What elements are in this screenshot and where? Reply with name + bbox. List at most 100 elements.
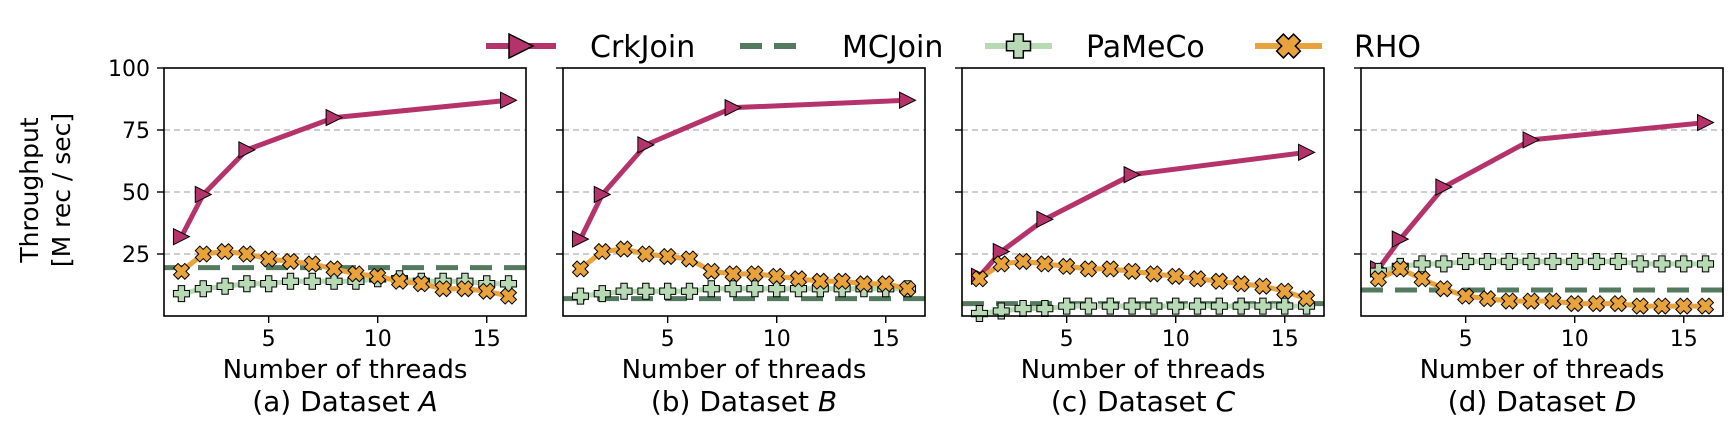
data-point-crkjoin bbox=[899, 91, 917, 110]
data-point-rho bbox=[1123, 262, 1141, 280]
data-point-pameco bbox=[1101, 297, 1119, 315]
legend-marker bbox=[1275, 33, 1302, 59]
legend-item-rho: RHO bbox=[1255, 30, 1421, 65]
data-point-crkjoin bbox=[172, 227, 191, 246]
data-point-crkjoin bbox=[500, 91, 518, 110]
x-tick-label: 5 bbox=[1060, 327, 1074, 352]
data-point-rho bbox=[746, 265, 764, 283]
data-point-pameco bbox=[1189, 297, 1207, 315]
data-point-crkjoin bbox=[1697, 113, 1715, 132]
data-point-pameco bbox=[1254, 297, 1272, 315]
subplot-caption: (b) Dataset B bbox=[651, 385, 837, 418]
data-point-rho bbox=[1675, 297, 1693, 315]
data-point-rho bbox=[680, 250, 699, 268]
data-point-pameco bbox=[1609, 252, 1627, 270]
data-point-crkjoin bbox=[1391, 230, 1410, 248]
data-point-rho bbox=[1036, 255, 1054, 273]
data-point-crkjoin bbox=[992, 242, 1011, 261]
data-point-rho bbox=[456, 280, 474, 298]
data-point-pameco bbox=[1123, 297, 1141, 315]
legend-item-crkjoin: CrkJoin bbox=[486, 30, 695, 65]
data-point-rho bbox=[1653, 297, 1671, 315]
series-line-rho bbox=[578, 246, 909, 292]
data-point-rho bbox=[1079, 260, 1098, 278]
data-point-crkjoin bbox=[238, 141, 256, 159]
series-line-pameco bbox=[180, 276, 509, 297]
data-point-rho bbox=[347, 265, 365, 283]
data-point-rho bbox=[1232, 275, 1250, 293]
x-axis-label: Number of threads bbox=[1420, 355, 1665, 385]
data-point-rho bbox=[1609, 294, 1627, 313]
data-point-pameco bbox=[593, 285, 611, 303]
caption-variable: B bbox=[818, 385, 837, 418]
data-point-crkjoin bbox=[1123, 165, 1142, 184]
data-point-rho bbox=[194, 245, 212, 263]
x-tick-label: 10 bbox=[1162, 327, 1190, 352]
data-point-rho bbox=[1210, 272, 1228, 290]
x-axis-label: Number of threads bbox=[1021, 355, 1266, 385]
legend-label: PaMeCo bbox=[1086, 30, 1205, 65]
series-line-crkjoin bbox=[1376, 120, 1706, 271]
data-point-rho bbox=[1544, 292, 1562, 310]
data-point-rho bbox=[615, 240, 633, 258]
data-point-pameco bbox=[571, 287, 589, 305]
data-point-rho bbox=[702, 262, 720, 280]
data-point-rho bbox=[1167, 267, 1185, 285]
data-point-crkjoin bbox=[1298, 143, 1316, 162]
data-point-rho bbox=[992, 255, 1010, 273]
data-point-crkjoin bbox=[724, 98, 743, 117]
legend-label: CrkJoin bbox=[590, 30, 695, 65]
x-tick-label: 5 bbox=[661, 327, 675, 352]
legend-label: MCJoin bbox=[842, 30, 943, 65]
data-point-rho bbox=[1297, 290, 1316, 308]
data-point-rho bbox=[303, 255, 321, 273]
data-point-rho bbox=[724, 265, 742, 283]
data-point-rho bbox=[216, 242, 234, 261]
data-point-rho bbox=[1587, 294, 1606, 313]
data-point-rho bbox=[172, 262, 191, 280]
data-point-pameco bbox=[260, 275, 278, 293]
data-point-pameco bbox=[659, 282, 677, 300]
data-point-pameco bbox=[1276, 297, 1294, 315]
data-point-pameco bbox=[746, 280, 764, 298]
data-point-pameco bbox=[1697, 255, 1715, 273]
data-point-rho bbox=[1276, 282, 1294, 300]
data-point-rho bbox=[1696, 297, 1715, 315]
data-point-pameco bbox=[194, 280, 212, 298]
data-point-pameco bbox=[1544, 252, 1562, 270]
data-point-rho bbox=[811, 272, 829, 290]
data-point-rho bbox=[1522, 292, 1540, 310]
subplot-caption: (c) Dataset C bbox=[1051, 385, 1236, 418]
series-line-pameco bbox=[1377, 258, 1706, 274]
data-point-pameco bbox=[500, 275, 518, 293]
data-point-pameco bbox=[702, 280, 720, 298]
data-point-pameco bbox=[768, 280, 786, 298]
data-point-rho bbox=[325, 260, 343, 278]
x-tick-label: 15 bbox=[473, 327, 501, 352]
data-point-rho bbox=[434, 280, 452, 298]
data-point-rho bbox=[833, 272, 851, 290]
series-line-pameco bbox=[580, 286, 908, 299]
series-line-rho bbox=[1377, 266, 1706, 309]
data-point-pameco bbox=[1500, 252, 1518, 270]
data-point-pameco bbox=[238, 275, 256, 293]
data-point-rho bbox=[238, 245, 256, 263]
data-point-pameco bbox=[1145, 297, 1163, 315]
caption-variable: A bbox=[417, 385, 438, 418]
data-point-pameco bbox=[1058, 297, 1076, 315]
subplot-caption: (d) Dataset D bbox=[1448, 385, 1637, 418]
data-point-rho bbox=[369, 267, 387, 285]
data-point-pameco bbox=[1167, 297, 1185, 315]
x-axis-label: Number of threads bbox=[223, 355, 468, 385]
data-point-rho bbox=[593, 242, 611, 261]
data-point-rho bbox=[789, 270, 808, 288]
data-point-crkjoin bbox=[1435, 178, 1453, 196]
ylabel-line2: [M rec / sec] bbox=[47, 113, 76, 267]
caption-prefix: (b) Dataset bbox=[651, 385, 818, 418]
data-point-rho bbox=[390, 272, 409, 290]
